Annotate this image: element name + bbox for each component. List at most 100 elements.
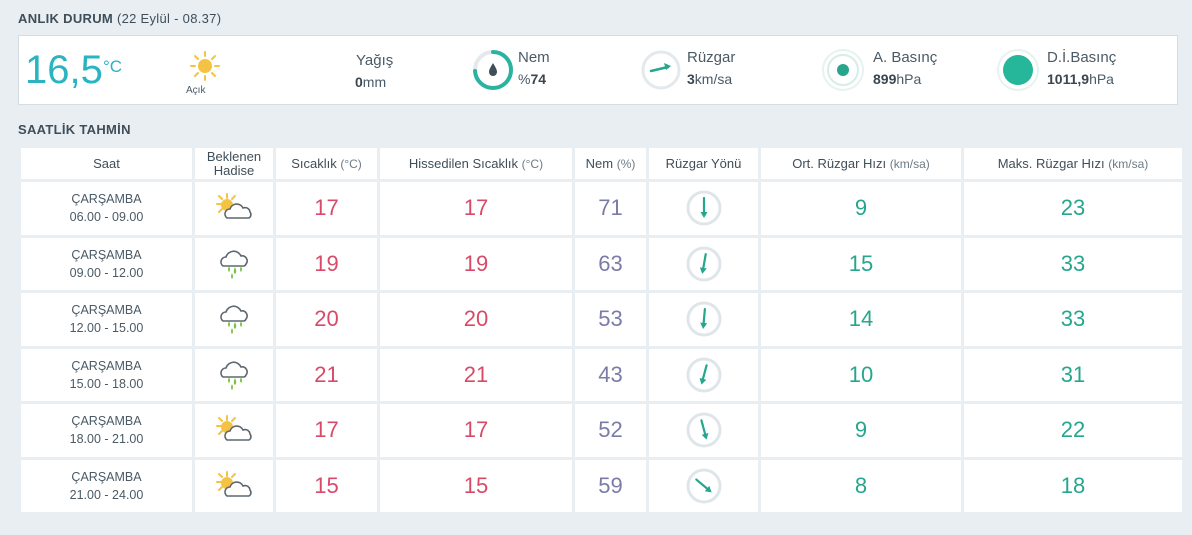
current-conditions-timestamp: (22 Eylül - 08.37) (116, 11, 222, 26)
sea-level-pressure-icon (997, 49, 1039, 91)
feels-like-cell: 17 (380, 182, 572, 235)
hourly-forecast-title: SAATLİK TAHMİN (18, 122, 131, 137)
header-feels-like: Hissedilen Sıcaklık (°C) (380, 148, 572, 179)
header-time: Saat (21, 148, 192, 179)
table-row: ÇARŞAMBA 21.00 - 24.00 15 15 59 8 18 (21, 459, 1182, 512)
wind-direction-icon (641, 50, 681, 90)
day-label: ÇARŞAMBA (71, 469, 142, 484)
table-row: ÇARŞAMBA 15.00 - 18.00 21 21 43 10 31 (21, 348, 1182, 401)
humidity-cell: 52 (575, 404, 646, 457)
temperature-cell: 20 (276, 293, 377, 346)
current-temperature: 16,5 (25, 48, 103, 92)
max-wind-cell: 31 (964, 348, 1182, 401)
temperature-cell: 19 (276, 237, 377, 290)
current-conditions-heading: ANLIK DURUM (18, 11, 114, 26)
time-range: 12.00 - 15.00 (69, 321, 144, 336)
wind-direction-cell (649, 459, 758, 512)
wind-arrow-icon (686, 468, 721, 504)
table-row: ÇARŞAMBA 12.00 - 15.00 20 20 53 14 33 (21, 293, 1182, 346)
time-cell: ÇARŞAMBA 21.00 - 24.00 (21, 459, 192, 512)
wind-arrow-icon (686, 190, 721, 226)
feels-like-cell: 19 (380, 237, 572, 290)
wind-direction-cell (649, 237, 758, 290)
rain-cloud-icon (195, 358, 273, 392)
table-header-row: Saat Beklenen Hadise Sıcaklık (°C) Hisse… (21, 148, 1182, 179)
precipitation-value: 0mm (355, 74, 387, 90)
header-wind-direction: Rüzgar Yönü (649, 148, 758, 179)
day-label: ÇARŞAMBA (71, 247, 142, 262)
condition-cell (195, 237, 273, 290)
wind-direction-cell (649, 404, 758, 457)
sun-icon (190, 51, 220, 81)
sea-level-pressure-value: 1011,9hPa (1047, 71, 1114, 87)
time-cell: ÇARŞAMBA 18.00 - 21.00 (21, 404, 192, 457)
header-max-wind: Maks. Rüzgar Hızı (km/sa) (964, 148, 1182, 179)
time-cell: ÇARŞAMBA 06.00 - 09.00 (21, 182, 192, 235)
humidity-cell: 59 (575, 459, 646, 512)
partly-cloudy-icon (195, 413, 273, 447)
pressure-icon (822, 49, 864, 91)
day-label: ÇARŞAMBA (71, 303, 142, 318)
wind-arrow-icon (686, 301, 721, 337)
header-condition: Beklenen Hadise (195, 148, 273, 179)
temperature-cell: 17 (276, 182, 377, 235)
humidity-cell: 53 (575, 293, 646, 346)
wind-direction-cell (649, 182, 758, 235)
time-range: 21.00 - 24.00 (69, 487, 144, 502)
feels-like-cell: 15 (380, 459, 572, 512)
table-row: ÇARŞAMBA 06.00 - 09.00 17 17 71 9 23 (21, 182, 1182, 235)
header-humidity: Nem (%) (575, 148, 646, 179)
humidity-cell: 43 (575, 348, 646, 401)
partly-cloudy-icon (195, 191, 273, 225)
partly-cloudy-icon (195, 469, 273, 503)
feels-like-cell: 17 (380, 404, 572, 457)
wind-value: 3km/sa (687, 71, 733, 87)
wind-arrow-icon (686, 246, 721, 282)
humidity-value: %74 (518, 71, 547, 87)
condition-cell (195, 404, 273, 457)
humidity-cell: 63 (575, 237, 646, 290)
condition-cell (195, 348, 273, 401)
avg-wind-cell: 10 (761, 348, 961, 401)
temperature-cell: 15 (276, 459, 377, 512)
humidity-cell: 71 (575, 182, 646, 235)
max-wind-cell: 18 (964, 459, 1182, 512)
max-wind-cell: 22 (964, 404, 1182, 457)
max-wind-cell: 23 (964, 182, 1182, 235)
avg-wind-cell: 9 (761, 404, 961, 457)
time-cell: ÇARŞAMBA 09.00 - 12.00 (21, 237, 192, 290)
table-row: ÇARŞAMBA 18.00 - 21.00 17 17 52 9 22 (21, 404, 1182, 457)
table-row: ÇARŞAMBA 09.00 - 12.00 19 19 63 15 33 (21, 237, 1182, 290)
header-avg-wind: Ort. Rüzgar Hızı (km/sa) (761, 148, 961, 179)
max-wind-cell: 33 (964, 293, 1182, 346)
max-wind-cell: 33 (964, 237, 1182, 290)
hourly-forecast-table: Saat Beklenen Hadise Sıcaklık (°C) Hisse… (18, 145, 1185, 515)
day-label: ÇARŞAMBA (71, 192, 142, 207)
feels-like-cell: 20 (380, 293, 572, 346)
condition-label: Açık (186, 85, 206, 96)
sea-level-pressure-label: D.İ.Basınç (1047, 49, 1117, 66)
condition-cell (195, 459, 273, 512)
current-temperature-unit: °C (103, 57, 123, 76)
wind-label: Rüzgar (687, 49, 736, 66)
header-temperature: Sıcaklık (°C) (276, 148, 377, 179)
time-range: 18.00 - 21.00 (69, 432, 144, 447)
day-label: ÇARŞAMBA (71, 358, 142, 373)
current-conditions-title: ANLIK DURUM (22 Eylül - 08.37) (18, 11, 221, 26)
time-range: 06.00 - 09.00 (69, 210, 144, 225)
avg-wind-cell: 9 (761, 182, 961, 235)
rain-cloud-icon (195, 302, 273, 336)
time-range: 15.00 - 18.00 (69, 376, 144, 391)
condition-cell (195, 182, 273, 235)
time-cell: ÇARŞAMBA 12.00 - 15.00 (21, 293, 192, 346)
wind-direction-cell (649, 348, 758, 401)
rain-cloud-icon (195, 247, 273, 281)
avg-wind-cell: 8 (761, 459, 961, 512)
precipitation-label: Yağış (356, 52, 394, 69)
time-cell: ÇARŞAMBA 15.00 - 18.00 (21, 348, 192, 401)
wind-arrow-icon (686, 357, 721, 393)
feels-like-cell: 21 (380, 348, 572, 401)
station-pressure-label: A. Basınç (873, 49, 938, 66)
condition-cell (195, 293, 273, 346)
avg-wind-cell: 14 (761, 293, 961, 346)
